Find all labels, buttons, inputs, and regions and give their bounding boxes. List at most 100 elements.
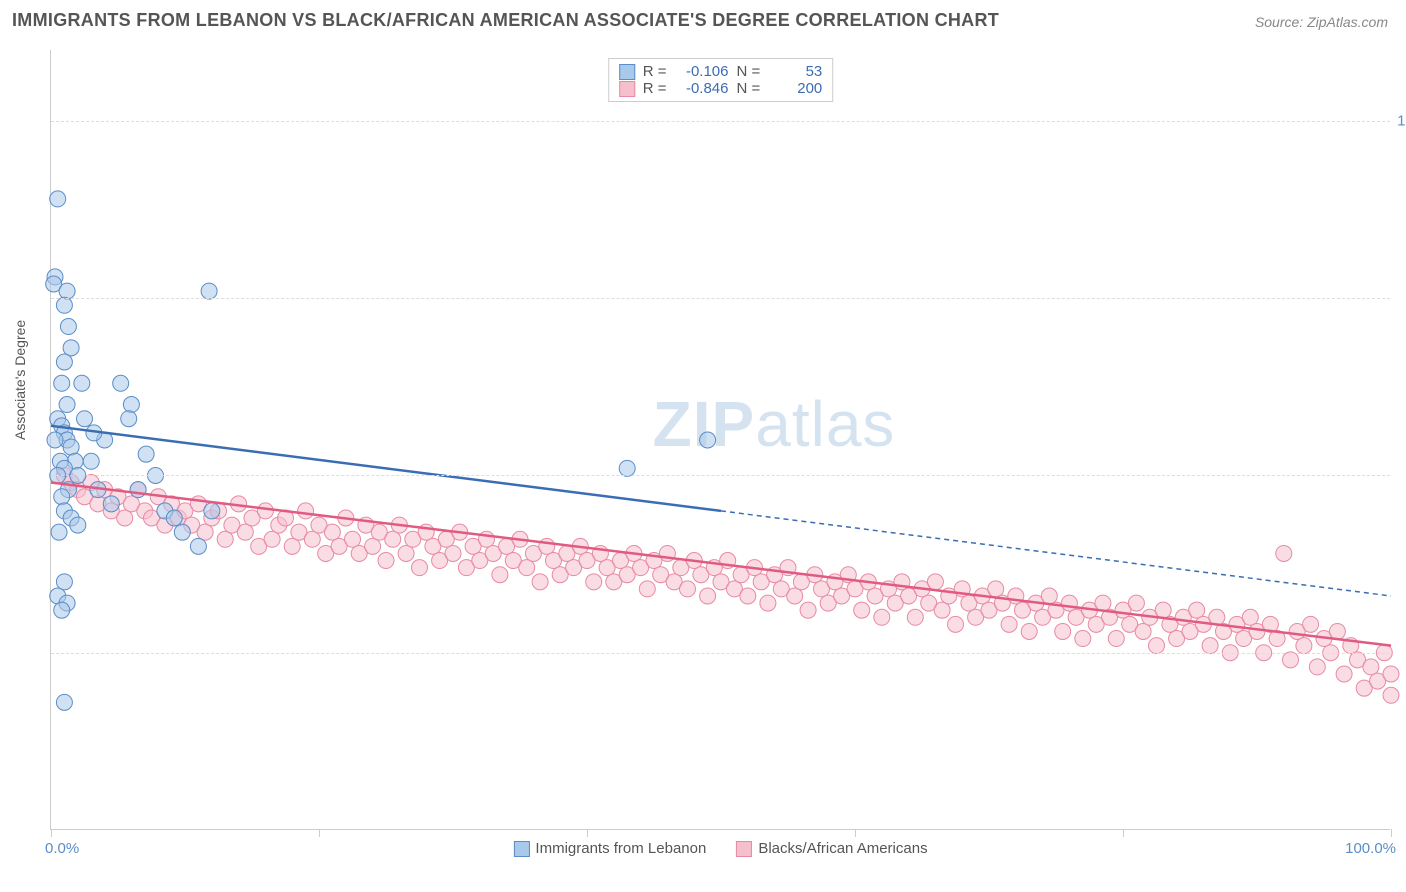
scatter-point [237,524,253,540]
scatter-point [77,411,93,427]
trend-line [51,483,1391,646]
series-a-name: Immigrants from Lebanon [535,840,706,857]
scatter-point [50,191,66,207]
gridline-h [51,121,1390,122]
source-attribution: Source: ZipAtlas.com [1255,14,1388,30]
scatter-point [1276,545,1292,561]
y-axis-label: Associate's Degree [12,320,28,440]
scatter-point [1363,659,1379,675]
scatter-point [47,432,63,448]
scatter-point [56,297,72,313]
scatter-point [123,397,139,413]
scatter-point [1135,623,1151,639]
scatter-point [130,482,146,498]
scatter-point [113,375,129,391]
scatter-point [907,609,923,625]
scatter-point [54,489,70,505]
scatter-point [874,609,890,625]
scatter-point [445,545,461,561]
scatter-point [1336,666,1352,682]
scatter-point [385,531,401,547]
scatter-point [948,616,964,632]
scatter-point [988,581,1004,597]
scatter-point [365,538,381,554]
scatter-point [1149,638,1165,654]
xtick-mark [319,829,320,837]
gridline-h [51,475,1390,476]
ytick-label: 25.0% [1394,644,1406,661]
scatter-point [345,531,361,547]
scatter-point [1108,631,1124,647]
legend-item-series-b: Blacks/African Americans [736,840,927,857]
scatter-point [1383,687,1399,703]
swatch-icon [736,841,752,857]
scatter-point [1329,623,1345,639]
scatter-point [539,538,555,554]
scatter-point [51,524,67,540]
scatter-point [257,503,273,519]
scatter-point [74,375,90,391]
scatter-point [492,567,508,583]
scatter-point [201,283,217,299]
scatter-point [412,560,428,576]
scatter-point [117,510,133,526]
series-b-r-value: -0.846 [675,80,729,97]
scatter-point [1155,602,1171,618]
xtick-mark [587,829,588,837]
scatter-point [1283,652,1299,668]
scatter-point [854,602,870,618]
scatter-point [1189,602,1205,618]
scatter-point [1061,595,1077,611]
scatter-point [700,432,716,448]
legend-item-series-a: Immigrants from Lebanon [513,840,706,857]
series-a-r-value: -0.106 [675,63,729,80]
scatter-point [619,460,635,476]
scatter-point [70,517,86,533]
x-axis-min-label: 0.0% [45,840,79,857]
scatter-point [56,354,72,370]
ytick-label: 75.0% [1394,290,1406,307]
xtick-mark [855,829,856,837]
scatter-point [83,453,99,469]
scatter-point [700,588,716,604]
scatter-point [59,397,75,413]
series-b-n-value: 200 [768,80,822,97]
x-axis-max-label: 100.0% [1345,840,1396,857]
scatter-point [639,581,655,597]
scatter-point [60,319,76,335]
scatter-point [1021,623,1037,639]
scatter-point [56,574,72,590]
plot-area: ZIPatlas R = -0.106 N = 53 R = -0.846 N … [50,50,1390,830]
xtick-mark [1391,829,1392,837]
scatter-point [56,694,72,710]
series-b-name: Blacks/African Americans [758,840,927,857]
scatter-point [1242,609,1258,625]
scatter-point [304,531,320,547]
scatter-point [1055,623,1071,639]
scatter-point [1309,659,1325,675]
chart-title: IMMIGRANTS FROM LEBANON VS BLACK/AFRICAN… [12,10,999,31]
scatter-point [138,446,154,462]
scatter-point [378,553,394,569]
swatch-icon [619,81,635,97]
scatter-point [934,602,950,618]
scatter-point [1296,638,1312,654]
scatter-point [197,524,213,540]
xtick-mark [51,829,52,837]
scatter-point [204,503,220,519]
scatter-point [103,496,119,512]
scatter-point [59,283,75,299]
scatter-point [787,588,803,604]
scatter-point [264,531,280,547]
scatter-point [166,510,182,526]
scatter-point [54,602,70,618]
scatter-point [1383,666,1399,682]
scatter-point [519,560,535,576]
scatter-point [1041,588,1057,604]
scatter-point [63,340,79,356]
series-a-n-value: 53 [768,63,822,80]
scatter-point [927,574,943,590]
scatter-point [760,595,776,611]
scatter-point [586,574,602,590]
swatch-icon [513,841,529,857]
